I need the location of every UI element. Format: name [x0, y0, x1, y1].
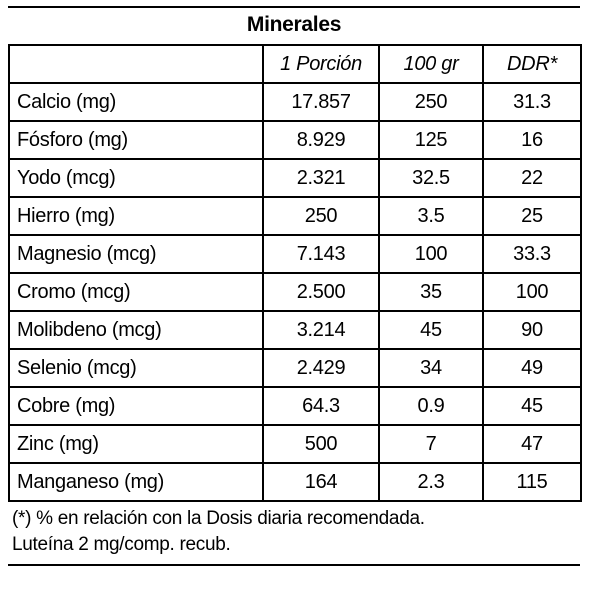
- portion-value: 8.929: [262, 120, 380, 160]
- table-title: Minerales: [246, 13, 342, 36]
- mineral-name: Cobre (mg): [8, 386, 264, 426]
- mineral-name: Manganeso (mg): [8, 462, 264, 502]
- column-header-ddr: DDR*: [482, 44, 582, 84]
- ddr-value: 45: [482, 386, 582, 426]
- ddr-value: 47: [482, 424, 582, 464]
- per-100g-value: 250: [378, 82, 484, 122]
- per-100g-value: 0.9: [378, 386, 484, 426]
- notes: (*) % en relación con la Dosis diaria re…: [8, 502, 580, 558]
- per-100g-value: 32.5: [378, 158, 484, 198]
- portion-value: 2.429: [262, 348, 380, 388]
- per-100g-value: 45: [378, 310, 484, 350]
- mineral-name: Calcio (mg): [8, 82, 264, 122]
- ddr-value: 100: [482, 272, 582, 312]
- table-row: Magnesio (mcg) 7.143 100 33.3: [8, 234, 582, 274]
- lutein-note: Luteína 2 mg/comp. recub.: [12, 534, 231, 555]
- table-row: Selenio (mcg) 2.429 34 49: [8, 348, 582, 388]
- ddr-value: 49: [482, 348, 582, 388]
- mineral-name: Molibdeno (mcg): [8, 310, 264, 350]
- portion-value: 2.500: [262, 272, 380, 312]
- per-100g-value: 35: [378, 272, 484, 312]
- portion-value: 500: [262, 424, 380, 464]
- per-100g-value: 125: [378, 120, 484, 160]
- portion-value: 2.321: [262, 158, 380, 198]
- column-header-per-100g: 100 gr: [378, 44, 484, 84]
- ddr-value: 16: [482, 120, 582, 160]
- per-100g-value: 2.3: [378, 462, 484, 502]
- mineral-name: Selenio (mcg): [8, 348, 264, 388]
- column-header-name: [8, 44, 264, 84]
- table-row: Hierro (mg) 250 3.5 25: [8, 196, 582, 236]
- table-row: Zinc (mg) 500 7 47: [8, 424, 582, 464]
- per-100g-value: 3.5: [378, 196, 484, 236]
- portion-value: 250: [262, 196, 380, 236]
- ddr-value: 31.3: [482, 82, 582, 122]
- portion-value: 3.214: [262, 310, 380, 350]
- portion-value: 64.3: [262, 386, 380, 426]
- column-header-portion: 1 Porción: [262, 44, 380, 84]
- minerals-table: 1 Porción 100 gr DDR* Calcio (mg) 17.857…: [8, 44, 582, 502]
- ddr-value: 33.3: [482, 234, 582, 274]
- per-100g-value: 7: [378, 424, 484, 464]
- table-row: Fósforo (mg) 8.929 125 16: [8, 120, 582, 160]
- mineral-name: Fósforo (mg): [8, 120, 264, 160]
- table-row: Yodo (mcg) 2.321 32.5 22: [8, 158, 582, 198]
- ddr-footnote: (*) % en relación con la Dosis diaria re…: [12, 508, 425, 529]
- portion-value: 7.143: [262, 234, 380, 274]
- table-row: Calcio (mg) 17.857 250 31.3: [8, 82, 582, 122]
- portion-value: 164: [262, 462, 380, 502]
- top-rule: [8, 6, 580, 8]
- ddr-value: 90: [482, 310, 582, 350]
- mineral-name: Yodo (mcg): [8, 158, 264, 198]
- table-row: Manganeso (mg) 164 2.3 115: [8, 462, 582, 502]
- mineral-name: Cromo (mcg): [8, 272, 264, 312]
- ddr-value: 22: [482, 158, 582, 198]
- bottom-rule: [8, 564, 580, 566]
- table-row: Molibdeno (mcg) 3.214 45 90: [8, 310, 582, 350]
- ddr-value: 115: [482, 462, 582, 502]
- table-row: Cromo (mcg) 2.500 35 100: [8, 272, 582, 312]
- mineral-name: Magnesio (mcg): [8, 234, 264, 274]
- minerals-table-frame: Minerales 1 Porción 100 gr DDR* Calcio (…: [8, 6, 582, 566]
- header-row: 1 Porción 100 gr DDR*: [8, 44, 582, 84]
- per-100g-value: 34: [378, 348, 484, 388]
- portion-value: 17.857: [262, 82, 380, 122]
- mineral-name: Zinc (mg): [8, 424, 264, 464]
- mineral-name: Hierro (mg): [8, 196, 264, 236]
- ddr-value: 25: [482, 196, 582, 236]
- per-100g-value: 100: [378, 234, 484, 274]
- table-row: Cobre (mg) 64.3 0.9 45: [8, 386, 582, 426]
